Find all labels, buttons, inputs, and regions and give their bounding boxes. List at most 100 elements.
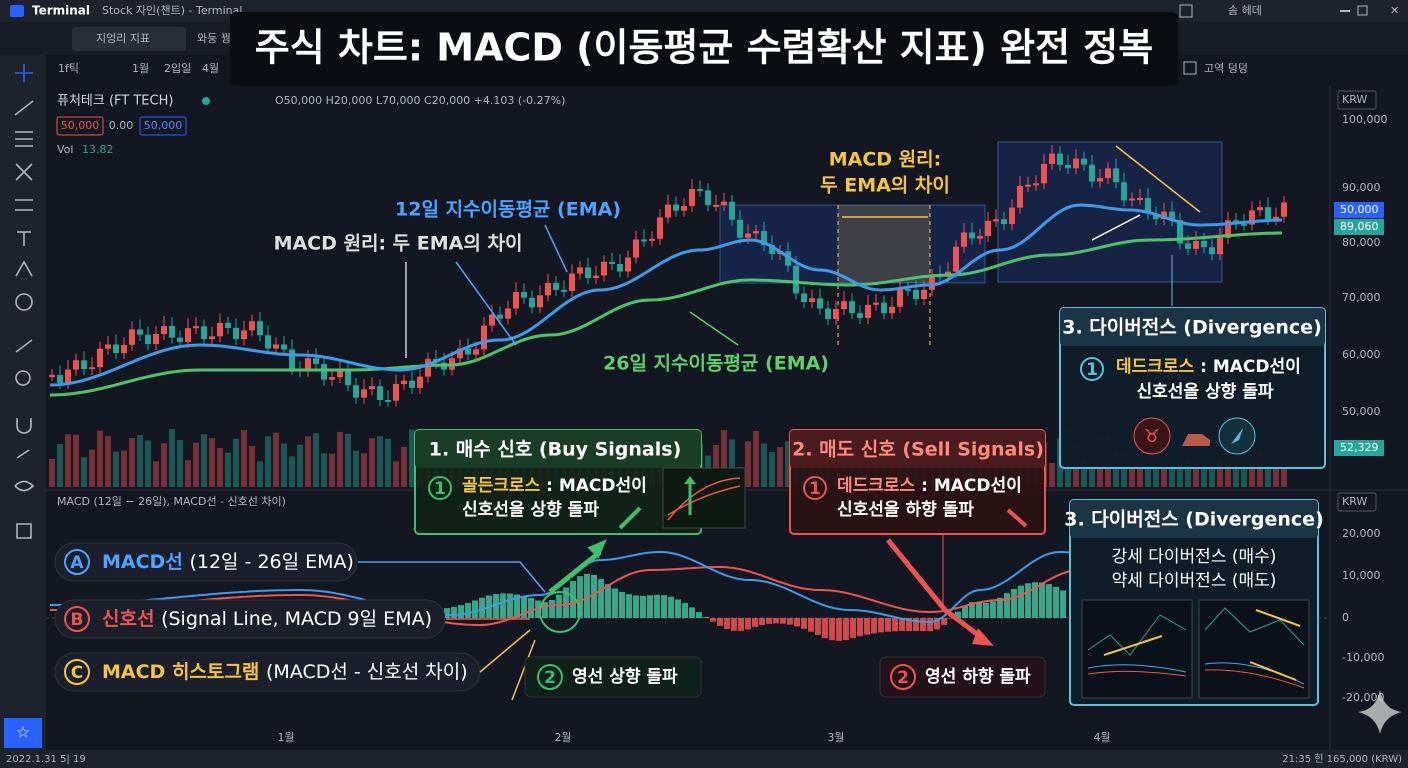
candle [289,349,295,369]
histogram-bar [668,596,674,618]
volume-bar [785,441,791,487]
volume-bar [209,438,215,487]
candle [1057,153,1063,165]
toolbar-option[interactable]: 고역 덩덩 [1204,62,1248,75]
star-icon[interactable]: ☆ [16,723,30,742]
volume-bar [1081,459,1087,487]
minimize[interactable] [1340,10,1350,12]
histogram-bar [794,618,800,627]
histogram-bar [773,618,779,624]
volume-bar [1153,455,1159,487]
currency-select[interactable] [1337,492,1377,512]
histogram-bar [864,618,870,635]
histogram-bar [724,618,730,629]
histogram-bar [451,606,457,618]
candle [1001,219,1007,225]
candle [817,298,823,309]
time-tick-label: 4월 [1093,731,1110,744]
volume-bar [1049,462,1055,487]
badge [56,116,104,136]
candle [633,239,639,258]
candle [561,289,567,292]
histogram-bar [521,596,527,618]
volume-bar [1145,451,1151,487]
histogram-bar [500,593,506,618]
close-icon[interactable] [1179,4,1193,18]
candle [705,190,711,206]
headline: 주식 차트: MACD (이동평균 수렴확산 지표) 완전 정복 [255,26,1153,70]
favorites-button[interactable] [4,718,42,748]
candle [881,302,887,314]
histogram-bar [661,595,667,618]
candle [1097,178,1103,182]
maximize[interactable] [1357,5,1368,16]
range[interactable]: 4월 [202,62,219,75]
candle [457,348,463,359]
price-tick-label: 70,000 [1342,291,1381,304]
candle [921,289,927,300]
volume-bar [73,434,79,487]
tab[interactable] [72,27,186,51]
candle [753,231,759,234]
macd-pane-label: MACD (12일 − 26일), MACD선 - 신호선 차이) [57,494,286,508]
histogram-bar [570,580,576,618]
candle [1153,213,1159,220]
histogram-bar [906,618,912,631]
volume-bar [769,452,775,487]
tool-icons[interactable] [14,64,35,539]
histogram-bar [976,601,982,618]
macd-tick-label: 0 [1342,611,1349,624]
histogram-bar [913,618,919,631]
candle [513,292,519,309]
range[interactable]: 2입일 [164,61,191,75]
volume-bar [113,451,119,487]
histogram-bar [801,618,807,629]
symbol-name: 퓨처테크 (FT TECH) [57,94,173,109]
candle [241,330,247,340]
candle [161,326,167,334]
histogram-bar [1032,582,1038,618]
legend-pointers [358,561,581,701]
volume-bar [241,429,247,487]
currency[interactable]: KRW [1342,495,1367,508]
tab-label[interactable]: 지엉리 지표 [96,32,150,45]
range[interactable]: 1월 [132,62,149,75]
term: 데드크로스 [837,476,916,496]
candle [57,374,63,383]
histogram-bar [675,599,681,618]
close[interactable]: ✕ [1390,4,1399,17]
candle [489,314,495,326]
price-badge [1334,202,1384,218]
candle [1185,243,1191,249]
box-title: 3. 다이버전스 (Divergence) [1062,317,1322,339]
currency-select[interactable] [1337,90,1377,110]
histogram-bar [514,594,520,618]
volume-bar [145,440,151,487]
candle [1009,207,1015,225]
legend-letter: A [70,553,84,573]
candle [393,383,399,401]
ohlc: O50,000 H20,000 L70,000 C20,000 +4.103 (… [275,94,565,107]
currency[interactable]: KRW [1342,93,1367,106]
volume-bar [753,430,759,487]
step-number: 2 [544,668,556,688]
checkbox[interactable] [1183,61,1197,75]
candle [729,201,735,220]
histogram-bar [731,618,737,631]
legend-letter: B [71,610,84,630]
candle [873,302,879,305]
candle [825,308,831,319]
status-dot [202,97,210,105]
price-tick-label: 100,000 [1342,113,1388,126]
badge [139,116,187,136]
volume-bar [177,440,183,487]
sidebar [0,55,46,750]
histogram-bar [822,618,828,639]
tab-label[interactable]: 와둥 꿩 [197,32,231,45]
price-badge-label: 50,000 [1340,203,1379,216]
candle [913,289,919,300]
histogram-bar [1039,582,1045,618]
volume-bar [369,438,375,487]
interval[interactable]: 1f틱 [58,62,79,75]
candle [1025,184,1031,187]
